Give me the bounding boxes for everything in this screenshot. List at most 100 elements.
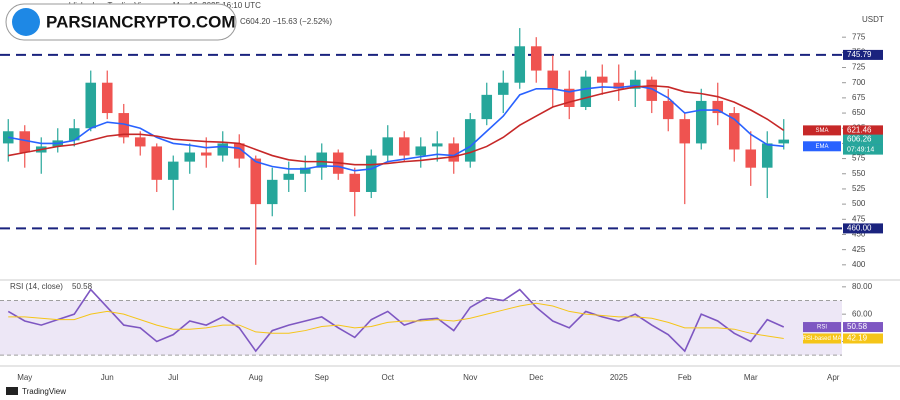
chart-subtitle: C604.20 −15.63 (−2.52%) (240, 17, 332, 26)
y-tick-label: 425 (852, 245, 866, 254)
y-tick-label: 500 (852, 199, 866, 208)
price-label: 07:49:14 (847, 146, 874, 153)
candle-body (547, 70, 559, 89)
candle-body (382, 137, 394, 156)
price-label-name: RSI (817, 325, 827, 331)
price-label: 745.79 (847, 50, 872, 59)
watermark: PARSIANCRYPTO.COM (5, 3, 237, 41)
y-tick-label: 775 (852, 32, 866, 41)
y-tick-label: 700 (852, 78, 866, 87)
candle-body (712, 100, 724, 114)
price-label-box (843, 134, 883, 145)
x-tick-label: Nov (463, 373, 477, 382)
candle-body (118, 113, 130, 138)
candle-body (167, 161, 179, 180)
candle-body (151, 146, 163, 180)
y-tick-label: 550 (852, 169, 866, 178)
price-label: 460.00 (847, 224, 872, 233)
x-tick-label: Oct (382, 373, 395, 382)
y-unit: USDT (862, 15, 884, 24)
price-label-box (843, 49, 883, 60)
watermark-logo (12, 8, 40, 36)
y-tick-label: 525 (852, 184, 866, 193)
candle-body (497, 82, 509, 95)
watermark-text: PARSIANCRYPTO.COM (46, 12, 236, 31)
y-tick-label: 675 (852, 93, 866, 102)
y-tick-label: 400 (852, 260, 866, 269)
candle-body (415, 146, 427, 156)
candle-body (200, 152, 212, 156)
y-tick-label: 575 (852, 154, 866, 163)
candle-body (19, 131, 31, 153)
y-tick-label: 60.00 (852, 309, 873, 318)
x-tick-label: 2025 (610, 373, 628, 382)
price-label-box (843, 125, 883, 136)
x-tick-label: Jul (168, 373, 178, 382)
candle-body (134, 137, 146, 147)
candle-body (646, 79, 658, 101)
ma-line (8, 84, 785, 166)
candle-body (398, 137, 410, 156)
candle-body (250, 158, 262, 205)
watermark-box (5, 3, 237, 41)
candle-body (85, 82, 97, 129)
price-label-box (843, 144, 883, 155)
price-label-name: SMA (815, 128, 828, 134)
rsi-line (7, 288, 785, 353)
y-tick-label: 650 (852, 108, 866, 117)
x-tick-label: Feb (678, 373, 692, 382)
candle-body (728, 113, 740, 150)
candle-body (316, 152, 328, 168)
x-tick-label: Dec (529, 373, 543, 382)
price-label-box (843, 223, 883, 234)
y-tick-label: 450 (852, 230, 866, 239)
price-label-name-box (803, 125, 841, 136)
candle-body (233, 143, 245, 159)
candle-body (530, 46, 542, 71)
price-label-name-box (803, 322, 841, 333)
candle-body (613, 82, 625, 89)
footer-logo: TradingView (6, 387, 66, 396)
candle-body (563, 88, 575, 107)
candle-body (596, 76, 608, 83)
candle-body (448, 143, 460, 162)
y-tick-label: 80.00 (852, 282, 873, 291)
price-label-name: RSI-based MA (802, 336, 841, 342)
candle-body (68, 128, 80, 141)
y-tick-label: 475 (852, 214, 866, 223)
candle-body (283, 173, 295, 180)
price-label-box (843, 322, 883, 333)
x-tick-label: Apr (827, 373, 840, 382)
candle-body (745, 149, 757, 168)
candle-body (679, 119, 691, 144)
candle-body (514, 46, 526, 83)
candle-body (761, 143, 773, 168)
x-tick-label: May (17, 373, 32, 382)
y-tick-label: 725 (852, 63, 866, 72)
x-tick-label: Mar (744, 373, 758, 382)
ma-line (8, 84, 784, 172)
x-tick-label: Sep (315, 373, 330, 382)
candle-body (629, 79, 641, 89)
candle-body (217, 143, 229, 156)
candle-body (580, 76, 592, 107)
rsi-title: RSI (14, close) (10, 282, 63, 291)
x-tick-label: Aug (249, 373, 263, 382)
candle-body (349, 173, 361, 192)
candle-body (431, 143, 443, 147)
price-label-box (843, 333, 883, 344)
price-label: 606.26 (847, 135, 872, 144)
candle-body (365, 155, 377, 192)
price-label: 50.58 (847, 322, 868, 331)
footer-text: TradingView (22, 387, 66, 396)
candle-body (266, 179, 278, 205)
price-label-name: EMA (815, 144, 828, 150)
rsi-line (8, 302, 784, 340)
rsi-title-value: 50.58 (72, 282, 93, 291)
x-tick-label: Jun (101, 373, 114, 382)
candle-body (299, 167, 311, 174)
candle-body (464, 119, 476, 162)
candle-body (101, 82, 113, 114)
candle-body (481, 94, 493, 120)
